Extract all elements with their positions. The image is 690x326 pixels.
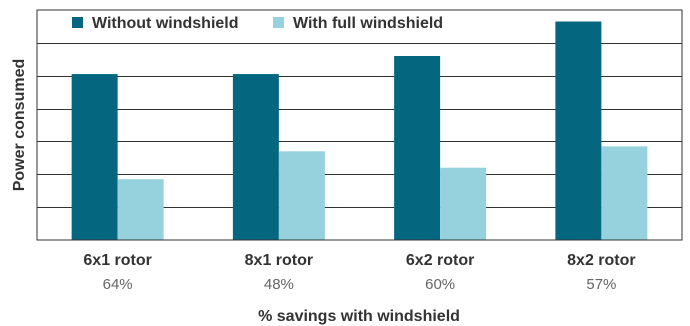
bar-without-windshield-8x2-rotor: [555, 21, 602, 240]
x-tick-label: 8x2 rotor: [567, 252, 635, 269]
legend-swatch-with-full-windshield: [273, 17, 284, 28]
x-tick-label: 6x1 rotor: [83, 252, 151, 269]
legend-label-without-windshield: Without windshield: [92, 15, 239, 32]
savings-percent-label: 64%: [103, 276, 133, 293]
bar-with-full-windshield-8x2-rotor: [601, 146, 648, 240]
x-tick-label: 6x2 rotor: [406, 252, 474, 269]
bar-without-windshield-8x1-rotor: [232, 74, 279, 240]
savings-percent-label: 48%: [264, 276, 294, 293]
legend-label-with-full-windshield: With full windshield: [293, 15, 443, 32]
x-tick-label: 8x1 rotor: [245, 252, 313, 269]
bar-with-full-windshield-8x1-rotor: [278, 151, 325, 240]
bar-with-full-windshield-6x2-rotor: [440, 167, 487, 240]
savings-percent-label: 57%: [586, 276, 616, 293]
bar-without-windshield-6x2-rotor: [394, 56, 441, 240]
bar-without-windshield-6x1-rotor: [71, 74, 118, 240]
x-axis-labels: 6x1 rotor 64% 8x1 rotor 48% 6x2 rotor 60% 8x2 …: [83, 252, 635, 293]
plot-frame: [36, 9, 683, 241]
legend-swatch-without-windshield: [72, 17, 83, 28]
x-axis-label: % savings with windshield: [258, 308, 460, 325]
bar-with-full-windshield-6x1-rotor: [117, 179, 164, 240]
y-axis-label: Power consumed: [11, 59, 28, 191]
savings-percent-label: 60%: [425, 276, 455, 293]
bars: [71, 21, 648, 240]
legend: Without windshield With full windshield: [72, 15, 443, 32]
